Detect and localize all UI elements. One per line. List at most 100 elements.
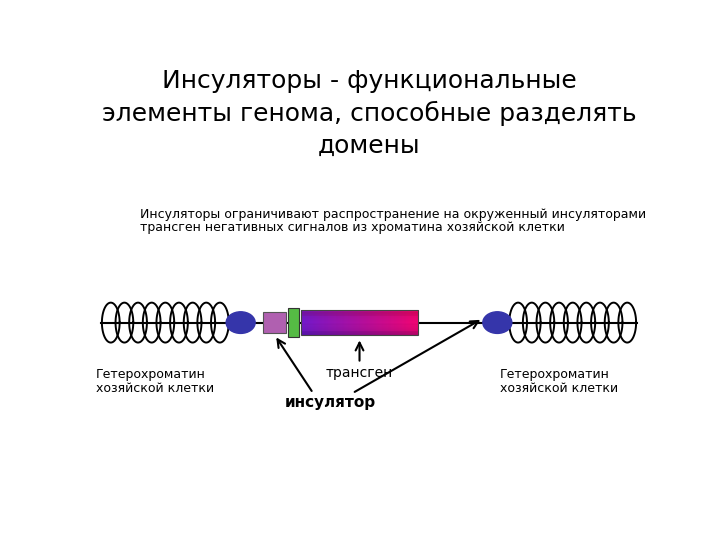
Bar: [389, 310, 390, 335]
Bar: [361, 310, 363, 335]
Bar: [301, 310, 418, 335]
Bar: [329, 310, 330, 335]
Bar: [345, 310, 346, 335]
Bar: [350, 310, 351, 335]
Bar: [378, 310, 379, 335]
Bar: [347, 310, 348, 335]
Bar: [417, 310, 418, 335]
Bar: [361, 310, 362, 335]
Bar: [305, 310, 307, 335]
Bar: [321, 310, 323, 335]
Bar: [348, 310, 349, 335]
Bar: [408, 310, 409, 335]
Bar: [314, 310, 315, 335]
Bar: [303, 310, 305, 335]
Bar: [338, 310, 340, 335]
Bar: [311, 310, 312, 335]
Bar: [414, 310, 415, 335]
Bar: [353, 310, 354, 335]
Bar: [341, 310, 343, 335]
Text: Гетерохроматин: Гетерохроматин: [500, 368, 610, 381]
Bar: [288, 308, 300, 337]
Bar: [396, 310, 397, 335]
Text: трансген: трансген: [326, 343, 393, 380]
Bar: [307, 310, 310, 335]
Bar: [307, 310, 308, 335]
Bar: [384, 310, 385, 335]
Bar: [359, 310, 361, 335]
Bar: [382, 310, 384, 335]
Bar: [405, 310, 406, 335]
Bar: [343, 310, 344, 335]
Bar: [408, 310, 410, 335]
Bar: [402, 310, 404, 335]
Bar: [351, 310, 354, 335]
Bar: [359, 310, 360, 335]
Bar: [304, 310, 305, 335]
Bar: [364, 310, 366, 335]
Bar: [376, 310, 378, 335]
Bar: [381, 310, 382, 335]
Bar: [335, 310, 337, 335]
Text: хозяйской клетки: хозяйской клетки: [500, 382, 618, 395]
Bar: [406, 310, 408, 335]
Bar: [306, 310, 307, 335]
Bar: [340, 310, 341, 335]
Text: трансген негативных сигналов из хроматина хозяйской клетки: трансген негативных сигналов из хроматин…: [140, 221, 565, 234]
Bar: [312, 310, 314, 335]
Bar: [326, 310, 328, 335]
Bar: [356, 310, 358, 335]
Bar: [394, 310, 395, 335]
Bar: [331, 310, 333, 335]
Bar: [325, 310, 327, 335]
Bar: [390, 310, 392, 335]
Bar: [323, 310, 324, 335]
Text: Инсуляторы - функциональные
элементы генома, способные разделять
домены: Инсуляторы - функциональные элементы ген…: [102, 69, 636, 158]
Bar: [373, 310, 374, 335]
Bar: [356, 310, 357, 335]
Bar: [400, 310, 402, 335]
Bar: [372, 310, 373, 335]
Bar: [354, 310, 355, 335]
Bar: [317, 310, 318, 335]
Bar: [323, 310, 325, 335]
Bar: [330, 310, 332, 335]
Bar: [413, 310, 415, 335]
Bar: [320, 310, 321, 335]
Bar: [416, 310, 418, 335]
Bar: [391, 310, 392, 335]
Bar: [379, 310, 381, 335]
Bar: [400, 310, 401, 335]
Bar: [315, 310, 316, 335]
Circle shape: [226, 312, 255, 333]
Bar: [403, 310, 405, 335]
Bar: [324, 310, 326, 335]
Bar: [372, 310, 374, 335]
Text: Инсуляторы ограничивают распространение на окруженный инсуляторами: Инсуляторы ограничивают распространение …: [140, 208, 647, 221]
Bar: [405, 310, 407, 335]
Bar: [410, 310, 412, 335]
Circle shape: [483, 312, 512, 333]
Bar: [370, 310, 372, 335]
Bar: [320, 310, 322, 335]
Bar: [364, 310, 365, 335]
Bar: [263, 312, 287, 333]
Bar: [367, 310, 369, 335]
Text: хозяйской клетки: хозяйской клетки: [96, 382, 214, 395]
Bar: [402, 310, 403, 335]
Bar: [351, 310, 352, 335]
Bar: [362, 310, 364, 335]
Bar: [415, 310, 417, 335]
Bar: [309, 310, 310, 335]
Text: Гетерохроматин: Гетерохроматин: [96, 368, 205, 381]
Bar: [375, 310, 377, 335]
Bar: [392, 310, 395, 335]
Bar: [339, 310, 341, 335]
Bar: [380, 310, 382, 335]
Bar: [318, 310, 319, 335]
Bar: [342, 310, 343, 335]
Bar: [388, 310, 390, 335]
Bar: [399, 310, 400, 335]
Bar: [411, 310, 413, 335]
Bar: [336, 310, 338, 335]
